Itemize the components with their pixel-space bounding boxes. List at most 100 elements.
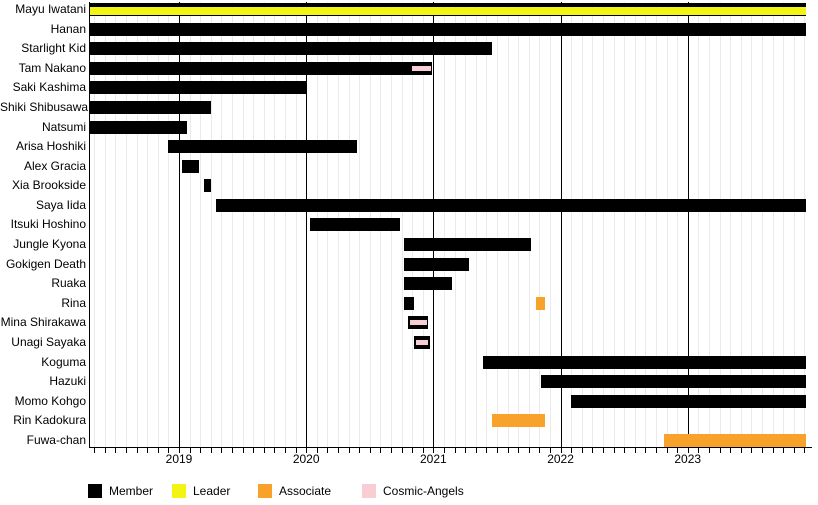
member-label: Hazuki bbox=[49, 374, 86, 389]
axis-tick bbox=[285, 448, 286, 453]
year-gridline bbox=[179, 2, 181, 447]
year-gridline bbox=[306, 2, 308, 447]
month-gridline bbox=[698, 2, 700, 447]
timeline-bar-member bbox=[90, 120, 187, 134]
member-label: Ruaka bbox=[51, 276, 86, 291]
axis-tick bbox=[337, 448, 339, 453]
year-tick-label: 2019 bbox=[165, 452, 193, 466]
member-label: Itsuki Hoshino bbox=[10, 217, 86, 232]
month-gridline bbox=[677, 2, 679, 447]
legend-label: Cosmic-Angels bbox=[383, 484, 464, 498]
axis-tick bbox=[634, 448, 636, 453]
month-gridline bbox=[465, 2, 467, 447]
axis-tick bbox=[348, 448, 350, 453]
axis-tick bbox=[295, 448, 297, 453]
axis-tick bbox=[539, 448, 541, 453]
axis-tick bbox=[708, 448, 710, 453]
month-gridline bbox=[666, 2, 668, 447]
axis-tick bbox=[518, 448, 520, 453]
member-label: Mina Shirakawa bbox=[0, 315, 86, 330]
month-gridline bbox=[200, 2, 202, 447]
member-label: Jungle Kyona bbox=[13, 237, 86, 252]
month-gridline bbox=[232, 2, 233, 447]
legend-label: Associate bbox=[279, 484, 332, 498]
axis-tick bbox=[179, 448, 181, 453]
member-label: Tam Nakano bbox=[18, 60, 86, 75]
axis-tick bbox=[210, 448, 212, 453]
month-gridline bbox=[454, 2, 456, 447]
axis-tick bbox=[232, 448, 233, 453]
member-label: Saki Kashima bbox=[12, 80, 86, 95]
month-gridline bbox=[274, 2, 276, 447]
timeline-bar-member bbox=[90, 100, 211, 114]
axis-tick bbox=[751, 448, 753, 453]
axis-tick bbox=[475, 448, 477, 453]
axis-tick bbox=[804, 448, 806, 453]
axis-tick bbox=[422, 448, 424, 453]
axis-tick bbox=[443, 448, 445, 453]
timeline-bar-cosmic-angels bbox=[410, 320, 427, 326]
axis-tick bbox=[592, 448, 594, 453]
legend-swatch-associate bbox=[258, 484, 272, 498]
month-gridline bbox=[94, 2, 96, 447]
axis-tick bbox=[168, 448, 170, 453]
year-tick-label: 2021 bbox=[420, 452, 447, 466]
timeline-bar-cosmic-angels bbox=[415, 340, 429, 346]
month-gridline bbox=[285, 2, 286, 447]
timeline-bar-member bbox=[90, 22, 806, 36]
axis-tick bbox=[369, 448, 371, 453]
month-gridline bbox=[412, 2, 414, 447]
legend-swatch-member bbox=[88, 484, 102, 498]
member-label: Rina bbox=[61, 295, 86, 310]
month-gridline bbox=[708, 2, 710, 447]
month-gridline bbox=[655, 2, 657, 447]
month-gridline bbox=[443, 2, 445, 447]
month-gridline bbox=[496, 2, 498, 447]
axis-tick bbox=[549, 448, 551, 453]
axis-tick bbox=[189, 448, 191, 453]
member-label: Shiki Shibusawa bbox=[0, 99, 89, 114]
axis-tick bbox=[560, 448, 562, 453]
timeline-bar-cosmic-angels bbox=[411, 65, 431, 71]
axis-tick bbox=[316, 448, 318, 453]
axis-baseline bbox=[89, 447, 812, 448]
member-label: Unagi Sayaka bbox=[11, 335, 86, 350]
month-gridline bbox=[422, 2, 424, 447]
member-label: Fuwa-chan bbox=[26, 432, 86, 447]
axis-tick bbox=[645, 448, 647, 453]
axis-tick bbox=[104, 448, 106, 453]
year-tick-label: 2023 bbox=[674, 452, 702, 466]
axis-tick bbox=[687, 448, 689, 453]
timeline-bar-associate bbox=[536, 296, 546, 310]
axis-tick bbox=[581, 448, 583, 453]
axis-tick bbox=[242, 448, 244, 453]
axis-tick bbox=[486, 448, 488, 453]
month-gridline bbox=[740, 2, 742, 447]
member-label: Arisa Hoshiki bbox=[15, 139, 86, 154]
axis-tick bbox=[602, 448, 604, 453]
timeline-bar-member bbox=[90, 81, 308, 95]
month-gridline bbox=[189, 2, 191, 447]
axis-tick bbox=[115, 448, 117, 453]
month-gridline bbox=[136, 2, 138, 447]
member-label: Momo Kohgo bbox=[14, 393, 86, 408]
year-gridline bbox=[560, 2, 562, 447]
axis-tick bbox=[359, 448, 361, 453]
member-label: Saya Iida bbox=[35, 197, 86, 212]
month-gridline bbox=[783, 2, 785, 447]
year-tick-label: 2020 bbox=[292, 452, 320, 466]
month-gridline bbox=[147, 2, 149, 447]
axis-tick bbox=[761, 448, 763, 453]
month-gridline bbox=[518, 2, 520, 447]
month-gridline bbox=[613, 2, 615, 447]
timeline-bar-associate bbox=[491, 414, 546, 428]
axis-tick bbox=[274, 448, 276, 453]
axis-tick bbox=[730, 448, 732, 453]
month-gridline bbox=[528, 2, 530, 447]
month-gridline bbox=[571, 2, 573, 447]
month-gridline bbox=[772, 2, 774, 447]
axis-tick bbox=[465, 448, 467, 453]
member-label: Koguma bbox=[41, 354, 86, 369]
